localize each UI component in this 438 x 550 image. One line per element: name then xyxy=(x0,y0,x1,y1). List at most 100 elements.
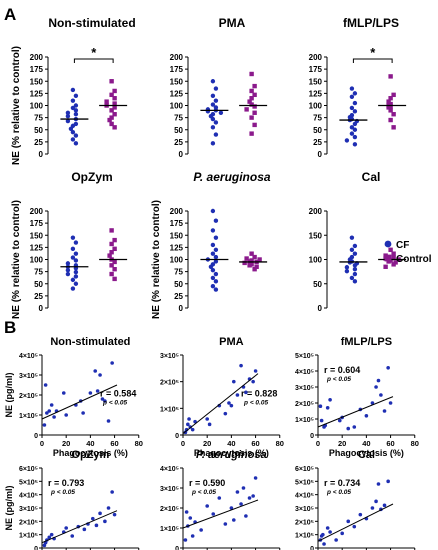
x-tick-label: 20 xyxy=(62,439,70,448)
series-control xyxy=(99,228,128,282)
data-point xyxy=(247,99,252,104)
data-point xyxy=(112,96,117,101)
y-tick-label: 3×10⁵ xyxy=(19,506,38,513)
y-tick-label: 5×10⁵ xyxy=(19,479,38,486)
data-point xyxy=(352,263,358,268)
data-point xyxy=(109,108,114,113)
x-tick-label: 0 xyxy=(40,439,44,448)
series-control xyxy=(239,71,268,136)
data-point xyxy=(65,267,71,273)
x-axis-label: Phagocytosis (%) xyxy=(53,448,128,458)
data-point xyxy=(93,369,98,373)
data-point xyxy=(70,246,76,252)
data-point xyxy=(112,237,117,243)
p-value: p < 0.05 xyxy=(326,376,351,383)
data-point xyxy=(386,259,391,264)
x-tick-label: 0 xyxy=(316,439,320,448)
y-tick-label: 50 xyxy=(34,126,43,135)
data-point xyxy=(210,208,216,214)
data-point xyxy=(82,527,87,532)
data-point xyxy=(205,417,209,421)
data-point xyxy=(244,514,248,518)
data-point xyxy=(352,271,358,277)
data-point xyxy=(73,274,79,279)
data-point xyxy=(229,506,234,510)
chart-title: Cal xyxy=(362,170,381,184)
y-tick-label: 125 xyxy=(30,243,44,252)
data-point xyxy=(328,530,332,534)
chart-panel-6: Non-stimulated 0 1×10⁵ 2×10⁵ 3×10⁵ 4×10⁵ 0 20 40… xyxy=(4,336,143,458)
data-point xyxy=(391,112,396,117)
data-point xyxy=(112,105,117,110)
chart-title: fMLP/LPS xyxy=(341,336,392,348)
r-value: r = 0.590 xyxy=(189,478,225,488)
data-point xyxy=(183,538,188,542)
data-point xyxy=(247,496,252,500)
data-point xyxy=(210,228,216,233)
data-point xyxy=(210,79,216,84)
y-tick-label: 4×10⁵ xyxy=(295,493,314,500)
y-tick-label: 1×10⁵ xyxy=(160,406,179,413)
data-point xyxy=(106,506,111,510)
data-point xyxy=(210,267,216,273)
data-point xyxy=(322,542,326,546)
y-tick-label: 175 xyxy=(309,65,323,74)
y-tick-label: 3×10⁵ xyxy=(295,506,314,513)
data-point xyxy=(391,125,396,130)
data-point xyxy=(252,122,257,128)
data-point xyxy=(227,401,231,405)
data-point xyxy=(73,108,79,113)
data-point xyxy=(370,401,375,405)
data-point xyxy=(213,235,219,240)
data-point xyxy=(382,409,387,413)
y-tick-label: 200 xyxy=(30,53,44,62)
data-point xyxy=(349,275,355,281)
chart-title: PMA xyxy=(219,336,244,348)
data-point xyxy=(65,261,71,266)
data-point xyxy=(249,88,254,94)
r-value: r = 0.734 xyxy=(324,478,360,488)
data-point xyxy=(352,134,358,140)
regression-line xyxy=(317,503,394,542)
panel-label-a: A xyxy=(4,5,16,24)
data-point xyxy=(73,112,79,117)
data-point xyxy=(100,397,105,401)
y-tick-label: 125 xyxy=(170,89,184,98)
data-point xyxy=(112,112,117,117)
y-tick-label: 2×10⁵ xyxy=(160,506,179,513)
data-point xyxy=(352,524,357,529)
panel-label-b: B xyxy=(4,318,16,337)
data-point xyxy=(249,96,254,101)
data-point xyxy=(391,92,396,98)
data-point xyxy=(382,503,387,508)
y-tick-label: 0 xyxy=(39,150,44,159)
data-point xyxy=(325,406,330,410)
data-point xyxy=(70,98,76,103)
y-tick-label: 0 xyxy=(310,546,314,550)
data-point xyxy=(49,403,54,407)
y-tick-label: 75 xyxy=(174,114,183,123)
data-point xyxy=(213,259,219,264)
data-point xyxy=(352,243,358,249)
y-tick-label: 75 xyxy=(174,268,183,277)
data-point xyxy=(352,127,358,132)
data-point xyxy=(210,102,216,107)
y-tick-label: 3×10⁵ xyxy=(19,373,38,380)
data-point xyxy=(47,535,52,540)
y-tick-label: 50 xyxy=(34,280,43,289)
y-tick-label: 200 xyxy=(170,207,184,216)
data-point xyxy=(349,94,355,99)
data-points xyxy=(318,366,393,431)
significance-star: * xyxy=(370,45,376,60)
data-point xyxy=(328,398,332,402)
data-point xyxy=(70,105,76,111)
y-tick-label: 150 xyxy=(170,77,184,86)
data-point xyxy=(244,107,249,112)
y-tick-label: 25 xyxy=(313,138,322,147)
data-point xyxy=(70,534,75,538)
data-point xyxy=(103,519,107,524)
data-point xyxy=(213,254,219,260)
data-point xyxy=(70,235,76,240)
data-point xyxy=(235,490,240,494)
chart-panel-0: Non-stimulated 0 25 50 75 100 125 150 175 200 NE (… xyxy=(11,16,136,165)
